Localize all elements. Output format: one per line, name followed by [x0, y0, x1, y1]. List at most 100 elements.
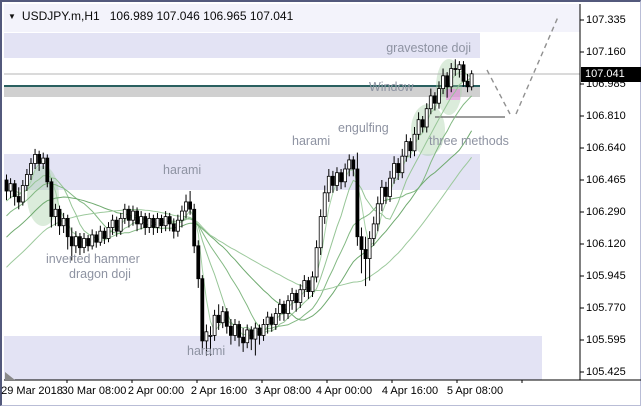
pattern-highlight-ellipse-0: [27, 166, 59, 226]
annotation-window: Window: [369, 80, 414, 94]
candle: [449, 68, 454, 88]
candle: [453, 68, 458, 70]
candle: [465, 80, 470, 88]
x-axis-label: 3 Apr 08:00: [254, 385, 312, 397]
moving-average-line-40: [6, 156, 472, 292]
candle: [86, 238, 90, 247]
candle: [37, 153, 41, 164]
candles-layer: [4, 59, 474, 356]
candle: [98, 230, 103, 243]
zone-band-support-zone-harami: [4, 336, 542, 380]
candle: [57, 208, 62, 227]
candle: [204, 331, 209, 342]
annotation-harami-left: harami: [163, 163, 202, 177]
projection-dashed-line-0: [486, 69, 511, 115]
candle: [155, 217, 160, 228]
candle: [61, 217, 66, 227]
y-axis-label: 105.425: [586, 366, 626, 378]
current-price-tag: 107.041: [581, 67, 641, 82]
candle: [110, 219, 115, 228]
annotation-harami-bottom: harami: [187, 344, 226, 358]
candle: [326, 175, 331, 194]
moving-average-line-9: [6, 76, 472, 334]
candle: [253, 327, 258, 340]
candle: [273, 313, 278, 325]
candle: [355, 168, 360, 238]
y-axis-label: 107.160: [586, 46, 626, 58]
annotation-harami-2: harami: [292, 134, 331, 148]
candle: [269, 316, 274, 325]
candle: [469, 73, 474, 88]
candle: [379, 186, 384, 205]
candle: [179, 210, 184, 221]
candle: [363, 249, 368, 260]
candle: [233, 324, 237, 336]
candle: [265, 316, 270, 325]
candle: [318, 216, 323, 249]
symbol-dropdown-icon[interactable]: ▼: [8, 11, 16, 21]
candle: [302, 280, 307, 291]
x-axis-label: 30 Mar 08:00: [61, 385, 127, 397]
candle: [74, 236, 78, 247]
y-axis-label: 106.810: [586, 110, 626, 122]
candle: [4, 179, 9, 192]
candle: [29, 163, 33, 175]
candle: [131, 210, 135, 221]
x-axis-label: 29 Mar 2018: [1, 385, 63, 397]
candle: [286, 300, 290, 314]
candle: [12, 183, 17, 197]
candle: [41, 157, 46, 165]
candle: [404, 141, 409, 157]
candle: [78, 236, 82, 249]
y-axis-label: 106.290: [586, 206, 626, 218]
y-axis-label: 105.945: [586, 270, 626, 282]
moving-average-line-16: [6, 95, 472, 331]
candle: [20, 185, 25, 203]
candle: [159, 217, 164, 227]
candle: [408, 141, 413, 152]
candle: [53, 208, 58, 218]
candle: [335, 172, 339, 186]
header-strip: [4, 4, 580, 32]
y-axis-label: 107.335: [586, 14, 626, 26]
annotation-engulfing: engulfing: [338, 121, 389, 135]
candle: [396, 163, 401, 174]
candle: [224, 311, 229, 327]
candle: [347, 159, 352, 170]
candle: [420, 119, 425, 128]
y-axis-label: 105.595: [586, 334, 626, 346]
candle: [188, 201, 193, 210]
candle: [114, 219, 119, 232]
candle: [16, 196, 21, 203]
annotation-inverted-hammer: inverted hammer: [46, 252, 140, 266]
candle: [367, 238, 372, 260]
candle: [392, 163, 397, 179]
candle: [200, 278, 205, 342]
candle: [310, 276, 315, 292]
candle: [139, 216, 144, 225]
candle: [175, 219, 180, 232]
candle: [322, 192, 327, 218]
candle: [216, 314, 221, 323]
candle: [351, 159, 356, 170]
annotation-dragon-doji: dragon doji: [69, 267, 131, 281]
candle: [314, 247, 319, 278]
candle: [127, 208, 131, 221]
candle: [135, 210, 140, 225]
y-axis-label: 105.770: [586, 302, 626, 314]
candle: [82, 238, 86, 249]
y-axis-label: 106.465: [586, 174, 626, 186]
candle: [8, 183, 13, 192]
candle: [147, 217, 152, 228]
candle: [122, 208, 127, 219]
candle: [94, 234, 99, 243]
candle: [424, 108, 429, 128]
candle: [371, 223, 376, 239]
candle: [24, 174, 29, 186]
candle: [277, 303, 282, 314]
candle: [461, 64, 466, 82]
chart-title: USDJPY.m,H1: [21, 9, 100, 23]
candle: [192, 208, 197, 247]
candle: [339, 172, 344, 183]
